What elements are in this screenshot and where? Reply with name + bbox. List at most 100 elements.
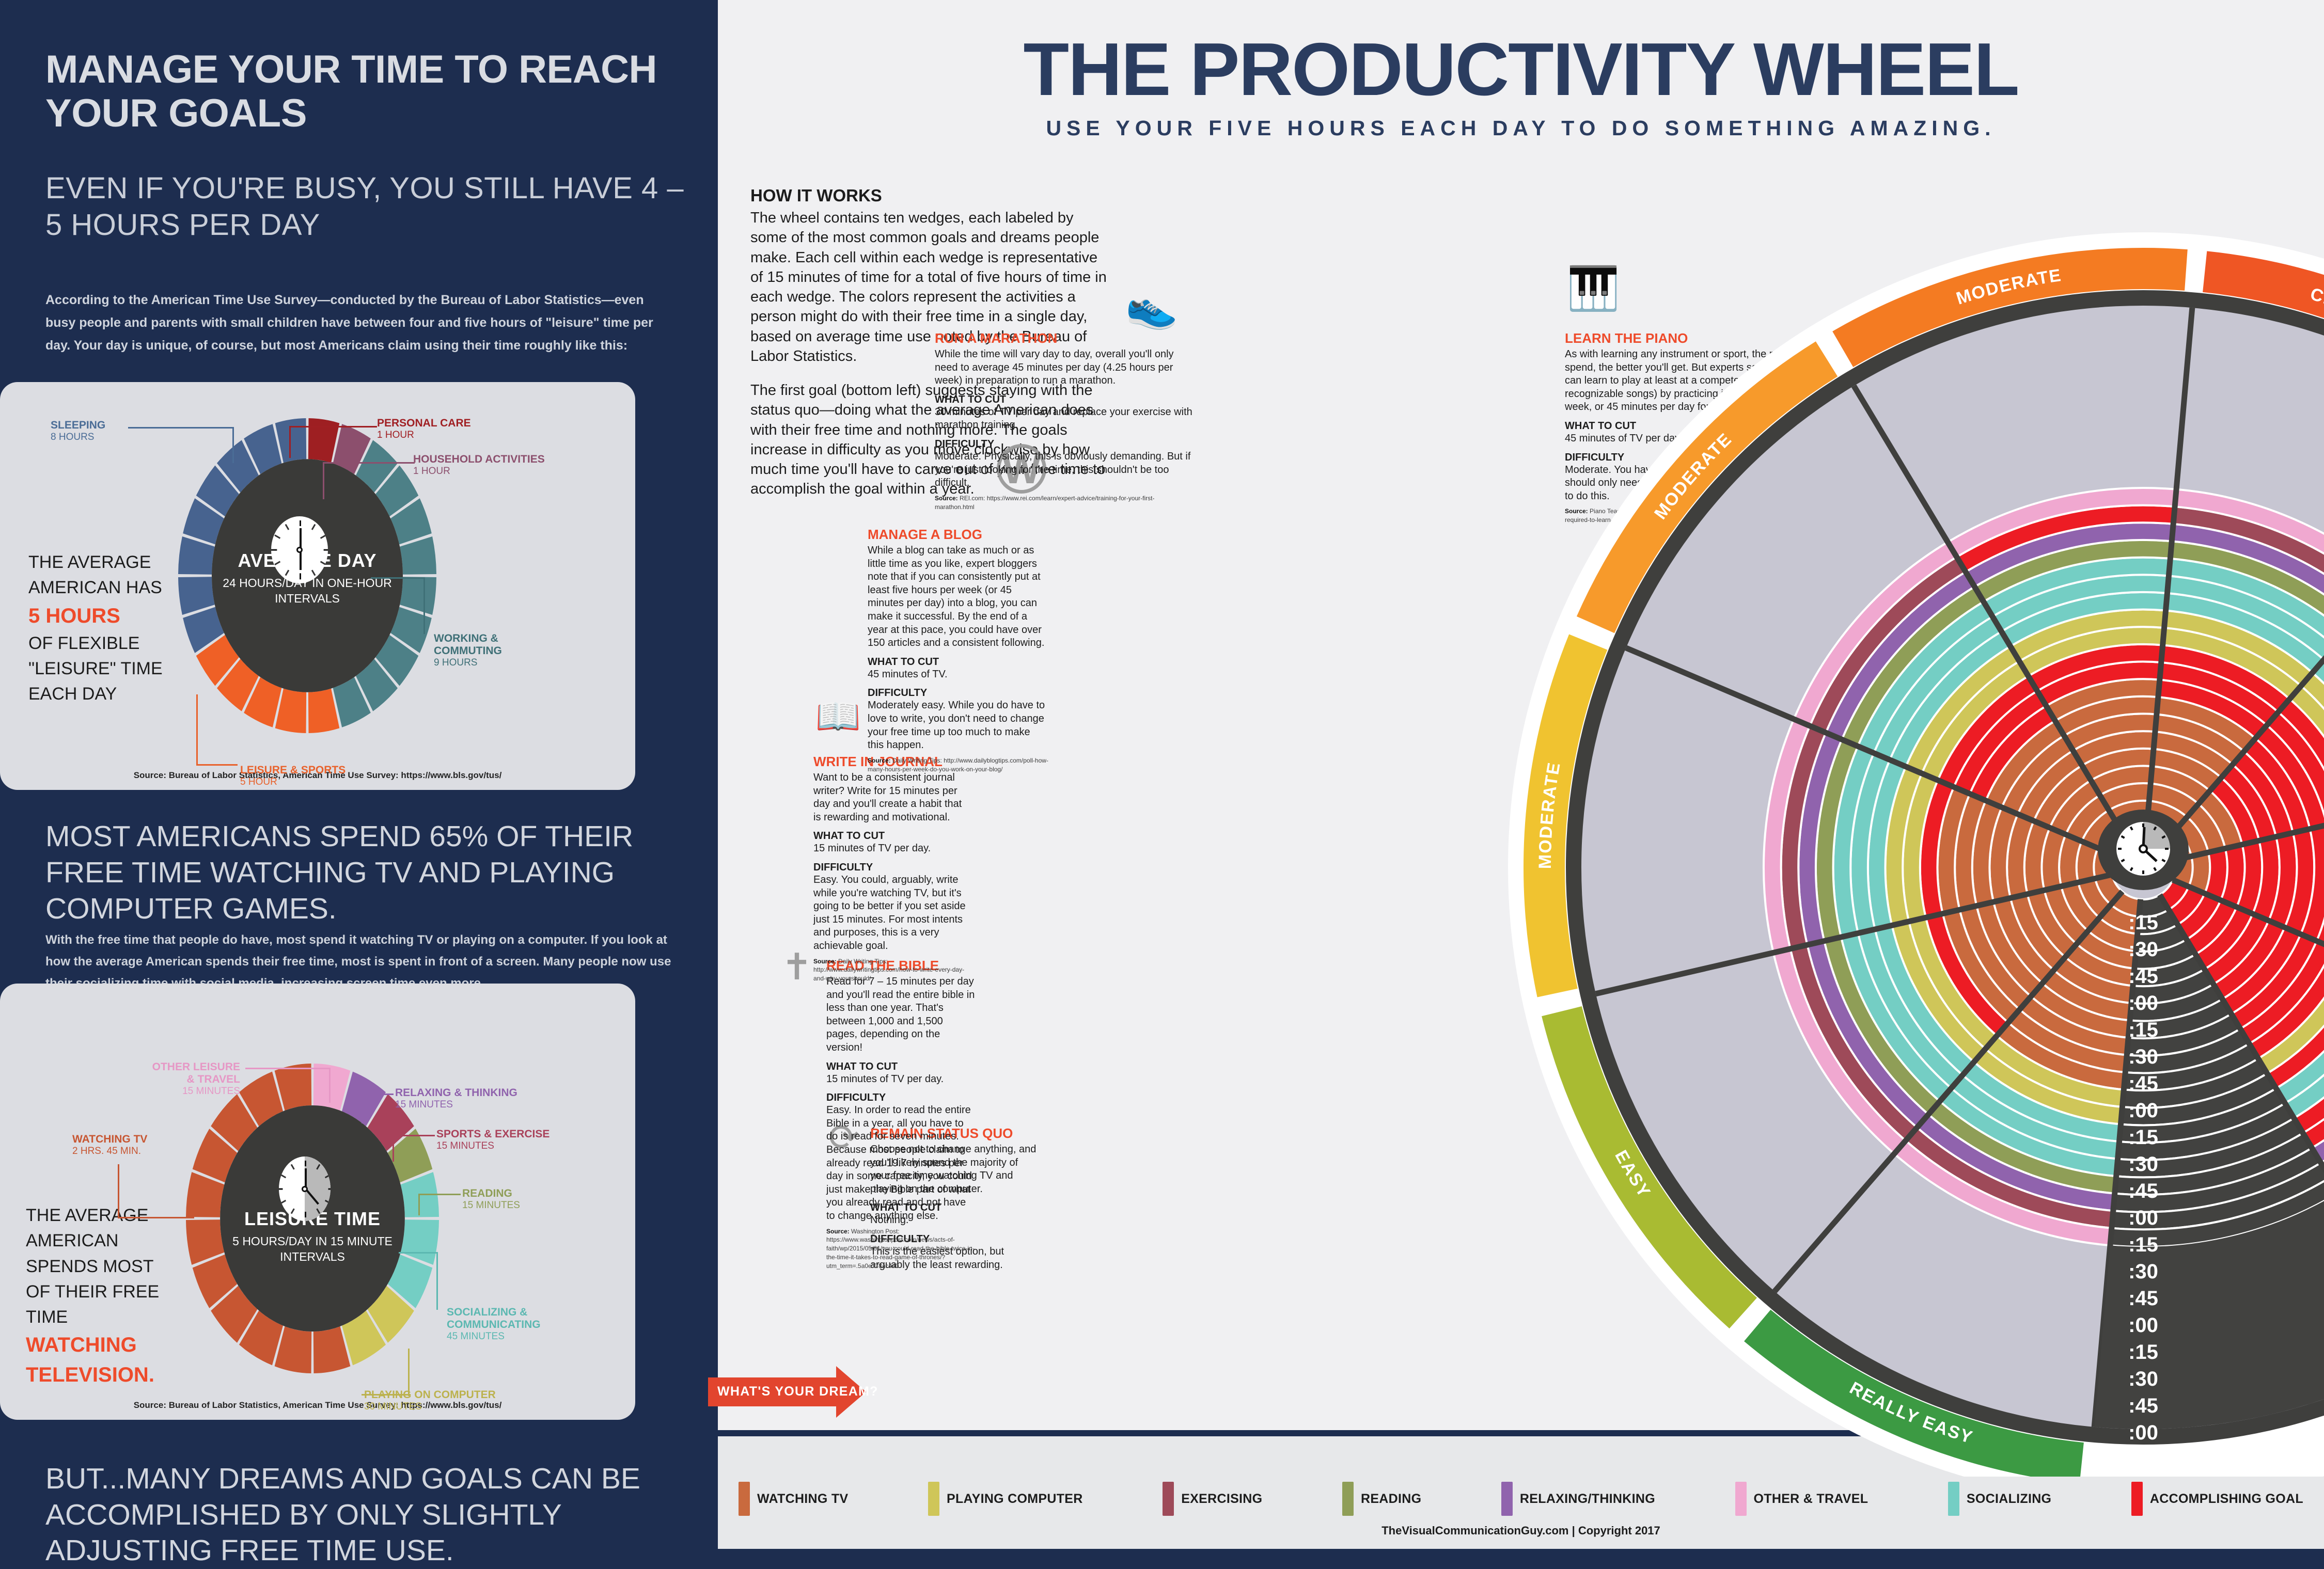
legend-swatch [1342,1482,1354,1516]
legend-swatch [2131,1482,2143,1516]
callout-value: 15 MINUTES [462,1200,520,1211]
arrow-label: WHAT'S YOUR DREAM? [717,1384,878,1399]
callout-category: WORKING & COMMUTING [434,632,502,657]
callout-leader-line [289,426,291,458]
callout-value: 15 MINUTES [436,1140,549,1152]
left-panel: MANAGE YOUR TIME TO REACH YOUR GOALS EVE… [0,0,718,1549]
callout-leader-line [232,427,234,463]
callout-category: OTHER LEISURE & TRAVEL [152,1061,240,1085]
legend-label: PLAYING COMPUTER [947,1492,1083,1507]
time-tick: :00 [2128,1421,2158,1444]
goal-difficulty-value: Easy. You could, arguably, write while y… [813,874,968,953]
time-tick: :15 [2128,1341,2158,1364]
legend-item: RELAXING/THINKING [1501,1482,1655,1516]
legend-swatch [1735,1482,1747,1516]
callout-leader-line [392,1135,394,1162]
callout-category: SPORTS & EXERCISE [436,1128,549,1140]
legend-label: RELAXING/THINKING [1520,1492,1655,1507]
bible-icon: ✝ [775,945,819,989]
callout-leader-line [196,764,238,766]
callout-leader-line [118,1217,194,1218]
left-bottom-heading: BUT...MANY DREAMS AND GOALS CAN BE ACCOM… [45,1461,717,1569]
callout-leader-line [362,1394,409,1396]
goal-cut-label: WHAT TO CUT [868,656,1048,668]
goal-cut-value: 45 minutes of TV. [868,668,1048,682]
callout-value: 5 HOUR [240,776,346,788]
legend-label: WATCHING TV [757,1492,848,1507]
legend-swatch [1948,1482,1959,1516]
callout-leader-line [418,1194,420,1215]
legend-swatch [1163,1482,1174,1516]
open-book-icon: 📖 [816,694,860,739]
wheel-caption: FIVE HOURS OF FREE TIME PER DAY DIVIDED … [1773,1474,2324,1477]
legend: WATCHING TV PLAYING COMPUTER EXERCISING … [739,1482,2303,1516]
callout-category: RELAXING & THINKING [395,1087,517,1099]
callout-leader-line [329,1068,331,1103]
average-day-blurb: THE AVERAGE AMERICAN HAS 5 HOURS OF FLEX… [28,550,178,707]
callout-leader-line [399,1252,438,1254]
callout-value: 30 MINUTES [364,1401,496,1413]
time-tick: :15 [2128,1126,2158,1149]
wheel-subtitle: USE YOUR FIVE HOURS EACH DAY TO DO SOMET… [718,116,2324,140]
goal-description: Read for 7 – 15 minutes per day and you'… [826,975,976,1055]
left-mid-heading: MOST AMERICANS SPEND 65% OF THEIR FREE T… [45,818,688,927]
callout-leader-line [362,1093,363,1123]
legend-item: READING [1342,1482,1421,1516]
callout-category: PERSONAL CARE [377,417,471,429]
leisure-time-source: Source: Bureau of Labor Statistics, Amer… [0,1400,635,1410]
goal-description: While a blog can take as much or as litt… [868,544,1048,650]
goal-cut-label: WHAT TO CUT [813,830,968,842]
callout-leader-line [245,1068,331,1069]
time-tick: :45 [2128,1072,2158,1095]
goal-difficulty-label: DIFFICULTY [826,1092,976,1104]
legend-label: READING [1361,1492,1421,1507]
time-tick: :45 [2128,1180,2158,1202]
callout-value: 15 MINUTES [395,1099,517,1111]
callout-category: WATCHING TV [72,1133,147,1145]
callout-category: LEISURE & SPORTS [240,764,346,776]
callout-value: 1 HOUR [413,466,545,477]
legend-label: OTHER & TRAVEL [1754,1492,1868,1507]
goal-cut-value: 30 minutes of TV per day and replace you… [935,406,1193,432]
legend-item: OTHER & TRAVEL [1735,1482,1868,1516]
callout-leader-line [408,1349,410,1396]
copyright-text: TheVisualCommunicationGuy.com | Copyrigh… [718,1524,2324,1538]
callout-leader-line [323,462,324,499]
clock-icon [279,1156,331,1221]
time-tick: :45 [2128,965,2158,988]
goal-source: Source: Daily Writing Tips: http://www.d… [868,756,1048,774]
right-panel: THE PRODUCTIVITY WHEEL USE YOUR FIVE HOU… [718,0,2324,1549]
goal-difficulty-value: Moderately easy. While you do have to lo… [868,699,1048,752]
callout-leader-line [196,694,198,764]
callout-category: HOUSEHOLD ACTIVITIES [413,453,545,465]
wheel-title: THE PRODUCTIVITY WHEEL [718,32,2324,107]
goal-cut-value: 15 minutes of TV per day. [826,1073,976,1086]
left-intro-paragraph: According to the American Time Use Surve… [45,289,673,357]
clock-icon [271,516,328,583]
callout-leader-line [436,1252,438,1310]
average-day-blurb-pre: THE AVERAGE AMERICAN HAS [28,552,162,597]
legend-label: SOCIALIZING [1967,1492,2051,1507]
callout-category: READING [462,1187,512,1199]
time-tick: :30 [2128,1153,2158,1176]
callout-value: 2 HRS. 45 MIN. [72,1146,147,1157]
goal-cut-value: 15 minutes of TV per day. [813,842,968,855]
left-subtitle: EVEN IF YOU'RE BUSY, YOU STILL HAVE 4 – … [45,170,686,244]
goal-cut-label: WHAT TO CUT [935,394,1193,406]
running-shoe-icon: 👟 [1126,281,1177,333]
callout-value: 8 HOURS [51,432,105,443]
leisure-time-blurb-pre: THE AVERAGE AMERICAN SPENDS MOST OF THEI… [26,1206,159,1327]
callout-category: SOCIALIZING & COMMUNICATING [447,1306,541,1330]
time-tick: :45 [2128,1394,2158,1417]
callout-value: 15 MINUTES [150,1086,240,1097]
average-day-blurb-highlight: 5 HOURS [28,605,120,627]
time-tick: :00 [2128,1207,2158,1229]
